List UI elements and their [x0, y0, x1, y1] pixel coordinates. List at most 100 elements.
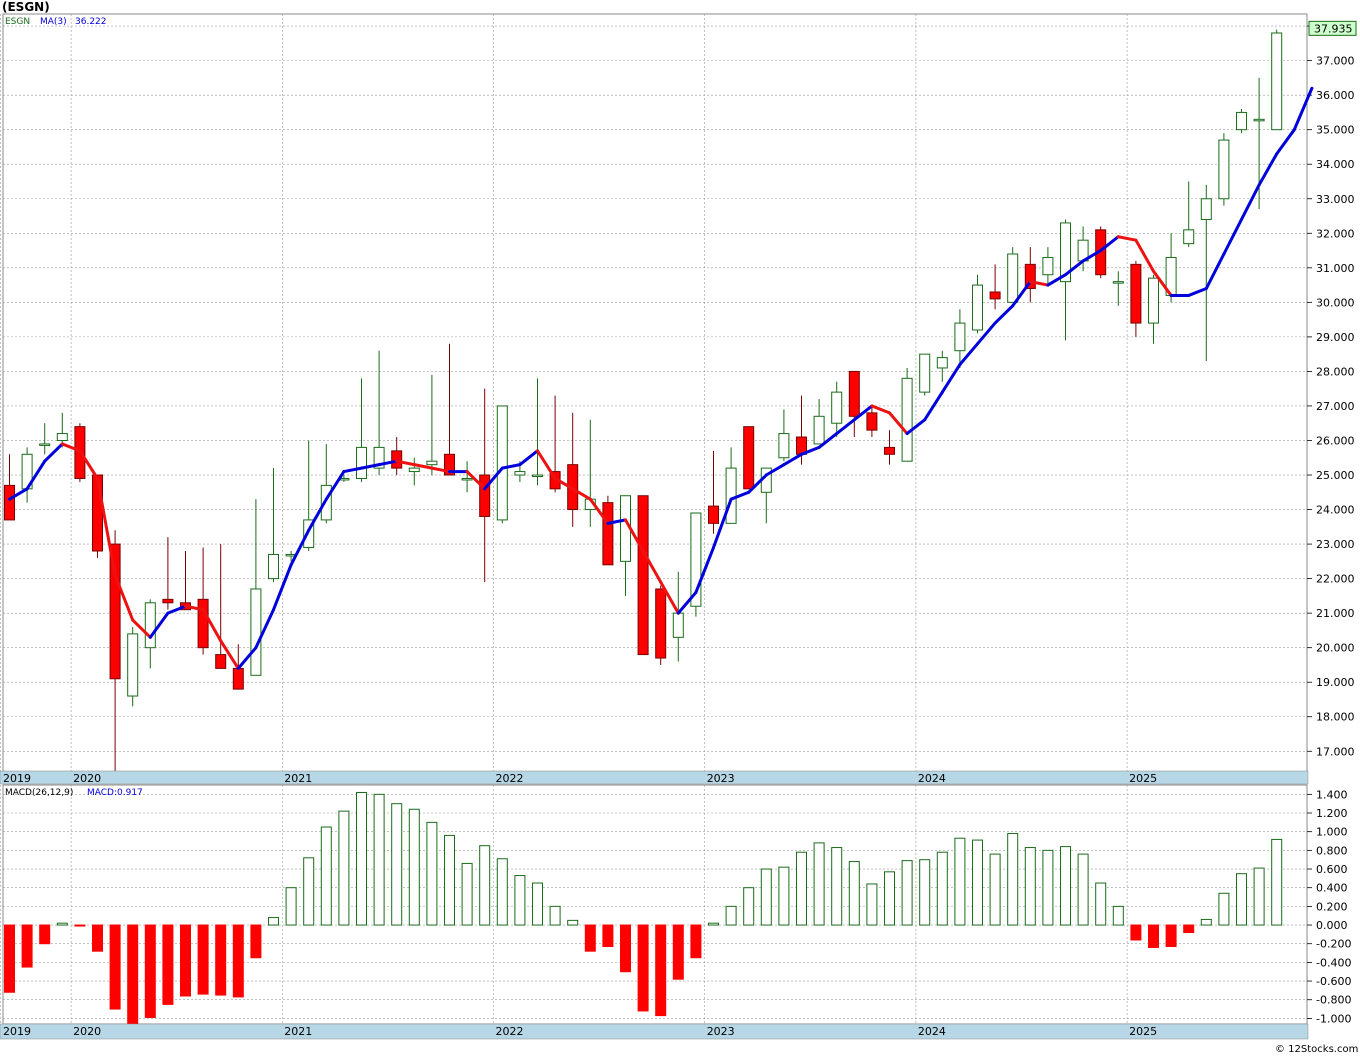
- price-y-tick-label: 30.000: [1316, 296, 1355, 309]
- candle-body: [144, 602, 156, 649]
- x-axis-bottom: 2019 2020 2021 2022 2023 2024 2025: [3, 1025, 1157, 1038]
- ma3-segment: [289, 528, 311, 567]
- macd-bar: [972, 839, 983, 926]
- candle-body: [1007, 253, 1019, 303]
- ma3-segment: [360, 463, 381, 470]
- x-tick-label: 2021: [284, 1025, 312, 1038]
- macd-bar: [1130, 924, 1142, 941]
- macd-bar: [92, 924, 103, 952]
- candle-body: [514, 471, 526, 476]
- macd-bar: [584, 924, 596, 952]
- candle-body: [690, 512, 702, 607]
- price-panel: 17.000 18.000 19.000 20.000 21.000 22.000 23.0…: [0, 0, 1357, 773]
- macd-bar: [1024, 847, 1036, 926]
- x-tick-label: 2024: [918, 1025, 946, 1038]
- macd-bar: [127, 924, 139, 1025]
- candle-body: [637, 495, 649, 656]
- candle-body: [1148, 277, 1159, 324]
- macd-bar: [39, 924, 51, 945]
- ma3-segment: [1292, 86, 1314, 132]
- macd-bar: [514, 875, 526, 926]
- candle-body: [1236, 111, 1247, 131]
- candle-body: [426, 460, 438, 466]
- ma3-segment: [940, 363, 962, 394]
- macd-bar: [954, 837, 966, 926]
- ma3-segment: [483, 466, 504, 491]
- price-y-tick-label: 35.000: [1316, 124, 1355, 137]
- macd-bar: [532, 882, 543, 926]
- ma3-segment: [25, 459, 47, 491]
- macd-bar: [1095, 882, 1107, 926]
- price-y-tick-label: 32.000: [1316, 227, 1355, 240]
- x-tick-label: 2025: [1129, 772, 1157, 785]
- ma3-segment: [712, 497, 733, 550]
- ma3-segment: [1204, 252, 1226, 291]
- candle-body: [848, 370, 860, 417]
- ma3-segment: [1028, 280, 1050, 287]
- candle-body: [919, 353, 931, 393]
- price-y-tick-label: 34.000: [1316, 158, 1355, 171]
- macd-y-tick-label: 1.000: [1316, 826, 1348, 839]
- macd-bar: [197, 924, 209, 995]
- candle-body: [391, 450, 403, 469]
- price-y-tick-label: 23.000: [1316, 538, 1355, 551]
- candle-body: [356, 446, 367, 479]
- x-tick-label: 2023: [707, 772, 735, 785]
- macd-bar: [21, 924, 33, 968]
- legend-ma-value: 36.222: [75, 17, 107, 27]
- x-tick-label: 2021: [284, 772, 312, 785]
- ma3-segment: [96, 476, 117, 577]
- x-axis-top: 2019 2020 2021 2022 2023 2024 2025: [3, 772, 1157, 785]
- ma3-segment: [1152, 269, 1173, 297]
- ma3-segment: [8, 487, 29, 501]
- macd-bar: [1236, 873, 1247, 926]
- macd-bar: [74, 924, 86, 927]
- ma3-segment: [272, 563, 293, 612]
- macd-bar: [180, 924, 191, 997]
- macd-bar: [162, 924, 174, 1005]
- candle-body: [479, 474, 491, 517]
- macd-bars: [4, 791, 1283, 1025]
- macd-bar: [373, 793, 385, 926]
- candle-body: [1253, 118, 1265, 122]
- macd-bar: [215, 924, 227, 996]
- macd-bar: [479, 845, 491, 926]
- ma3-segment: [395, 459, 416, 467]
- macd-bar: [1183, 924, 1195, 934]
- candle-body: [655, 588, 667, 659]
- ma3-segment: [676, 590, 698, 615]
- candle-body: [831, 391, 843, 424]
- macd-bar: [866, 883, 878, 926]
- macd-bar: [919, 859, 931, 926]
- ma3-segment: [131, 618, 152, 639]
- candle-body: [936, 357, 948, 369]
- x-tick-label: 2019: [3, 1025, 31, 1038]
- ma3-segment: [219, 639, 240, 670]
- candle-body: [303, 519, 315, 549]
- x-tick-label: 2025: [1129, 1025, 1157, 1038]
- candle-body: [1112, 281, 1124, 284]
- macd-bar: [496, 858, 508, 926]
- candle-body: [232, 667, 244, 690]
- x-tick-label: 2020: [73, 1025, 101, 1038]
- ma3-segment: [324, 470, 346, 501]
- price-y-tick-label: 22.000: [1316, 573, 1355, 586]
- price-y-tick-label: 33.000: [1316, 193, 1355, 206]
- ma3-segment: [465, 470, 487, 491]
- price-y-tick-label: 18.000: [1316, 711, 1355, 724]
- macd-bar: [4, 924, 15, 993]
- x-axis-band-bottom: 2019 2020 2021 2022 2023 2024 2025: [0, 1023, 1309, 1040]
- ma3-segment: [958, 342, 979, 367]
- candle-body: [1024, 263, 1036, 290]
- macd-bar: [1060, 846, 1071, 926]
- ma3-segment: [1046, 273, 1067, 287]
- macd-bar: [708, 922, 719, 926]
- candle-body: [532, 474, 543, 478]
- price-y-tick-label: 19.000: [1316, 676, 1355, 689]
- ma3-segment: [852, 404, 874, 422]
- macd-bar: [743, 887, 755, 926]
- ma3-segment: [1257, 152, 1279, 187]
- candle-body: [444, 453, 455, 476]
- macd-bar: [1112, 905, 1124, 926]
